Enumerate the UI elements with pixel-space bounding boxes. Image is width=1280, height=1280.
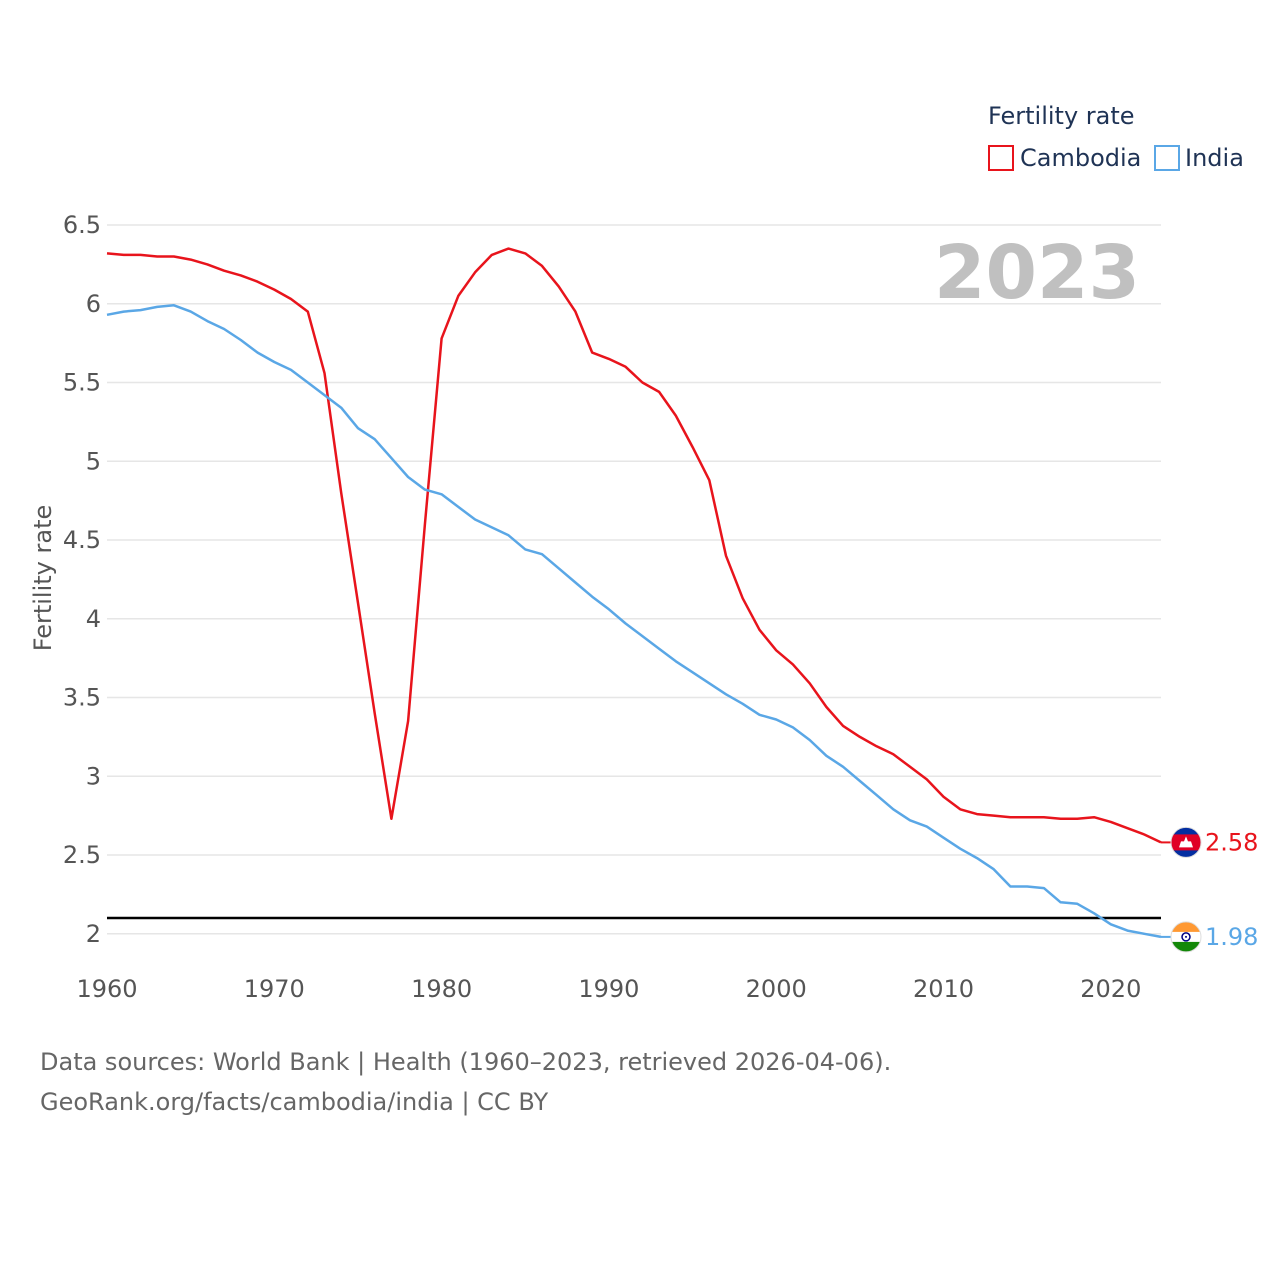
x-tick-label: 2010 — [913, 975, 974, 1003]
x-tick-label: 1970 — [244, 975, 305, 1003]
legend-item-cambodia[interactable]: Cambodia — [988, 144, 1141, 172]
y-tick-label: 2 — [86, 920, 101, 948]
attribution-line[interactable]: GeoRank.org/facts/cambodia/india | CC BY — [40, 1088, 549, 1116]
end-value-label-cambodia: 2.58 — [1205, 828, 1258, 856]
gridlines — [107, 224, 1161, 935]
x-tick-label: 2000 — [746, 975, 807, 1003]
legend-label-india: India — [1185, 144, 1244, 172]
y-tick-label: 4 — [86, 605, 101, 633]
year-label: 2023 — [934, 230, 1140, 316]
flag-marker-india — [1170, 921, 1202, 953]
y-tick-label: 3.5 — [63, 684, 101, 712]
x-tick-label: 1980 — [411, 975, 472, 1003]
series-line-cambodia[interactable] — [106, 247, 1162, 844]
x-tick-label: 1960 — [76, 975, 137, 1003]
y-tick-label: 6.5 — [63, 211, 101, 239]
series-line-india[interactable] — [106, 304, 1162, 939]
y-tick-label: 6 — [86, 290, 101, 318]
y-axis-ticks: 2 2.5 3 3.5 4 4.5 5 5.5 6 6.5 — [63, 211, 101, 948]
series-group — [106, 247, 1162, 939]
y-tick-label: 3 — [86, 762, 101, 790]
end-value-label-india: 1.98 — [1205, 923, 1258, 951]
legend-swatch-india — [1154, 145, 1180, 171]
x-axis-ticks: 1960 1970 1980 1990 2000 2010 2020 — [76, 975, 1141, 1003]
data-source-footer: Data sources: World Bank | Health (1960–… — [40, 1042, 891, 1122]
flag-marker-cambodia — [1170, 826, 1202, 858]
source-line: Data sources: World Bank | Health (1960–… — [40, 1048, 892, 1076]
end-markers: 2.58 1.98 — [1161, 826, 1258, 953]
legend-title: Fertility rate — [988, 102, 1135, 130]
legend-swatch-cambodia — [988, 145, 1014, 171]
y-tick-label: 2.5 — [63, 841, 101, 869]
x-tick-label: 2020 — [1080, 975, 1141, 1003]
y-tick-label: 4.5 — [63, 526, 101, 554]
legend-item-india[interactable]: India — [1154, 144, 1244, 172]
y-axis-title: Fertility rate — [29, 505, 57, 652]
y-tick-label: 5.5 — [63, 369, 101, 397]
legend-label-cambodia: Cambodia — [1020, 144, 1141, 172]
x-tick-label: 1990 — [578, 975, 639, 1003]
y-tick-label: 5 — [86, 447, 101, 475]
